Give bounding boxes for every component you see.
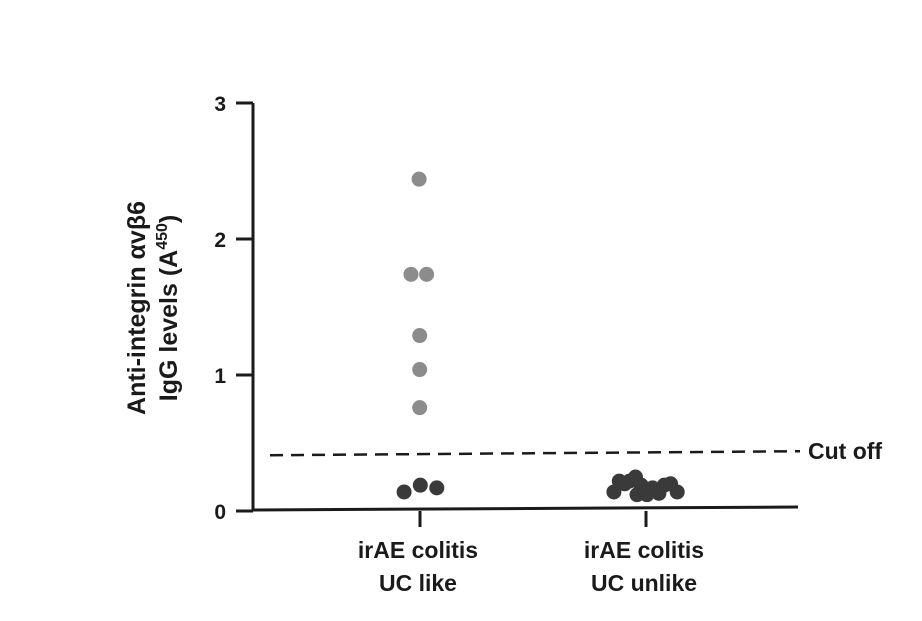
y-ticks: 0 1 2 3 (214, 93, 253, 524)
data-point (419, 267, 434, 282)
x-ticks: irAE colitis UC like irAE colitis UC unlike (358, 511, 704, 596)
data-point (404, 267, 419, 282)
x-category-label-line1: irAE colitis (584, 537, 704, 563)
cutoff-label: Cut off (808, 438, 882, 464)
x-category-label-line2: UC like (379, 570, 457, 596)
y-axis-title: Anti-integrin αvβ6 IgG levels (A450) (123, 201, 183, 415)
y-tick-label: 3 (214, 93, 226, 116)
data-point (670, 484, 685, 499)
data-point (412, 328, 427, 343)
cutoff-reference: Cut off (270, 438, 882, 464)
x-axis-line (253, 507, 798, 510)
y-tick-label: 0 (214, 501, 226, 524)
cutoff-line (270, 451, 800, 455)
y-axis-title-line2: IgG levels (A450) (154, 215, 183, 401)
y-axis-title-close: ) (155, 215, 183, 223)
data-point (412, 362, 427, 377)
y-tick-label: 1 (214, 365, 226, 388)
y-axis-title-main: IgG levels (A (155, 250, 183, 401)
x-category-label-line1: irAE colitis (358, 537, 478, 563)
data-point (429, 480, 444, 495)
y-tick-label: 2 (214, 229, 226, 252)
data-points (397, 172, 685, 503)
data-point (397, 484, 412, 499)
data-point (412, 400, 427, 415)
y-axis-title-superscript: 450 (154, 223, 171, 250)
data-point (412, 172, 427, 187)
x-category-label-line2: UC unlike (591, 570, 697, 596)
data-point (413, 478, 428, 493)
y-axis-title-line1: Anti-integrin αvβ6 (123, 201, 151, 415)
